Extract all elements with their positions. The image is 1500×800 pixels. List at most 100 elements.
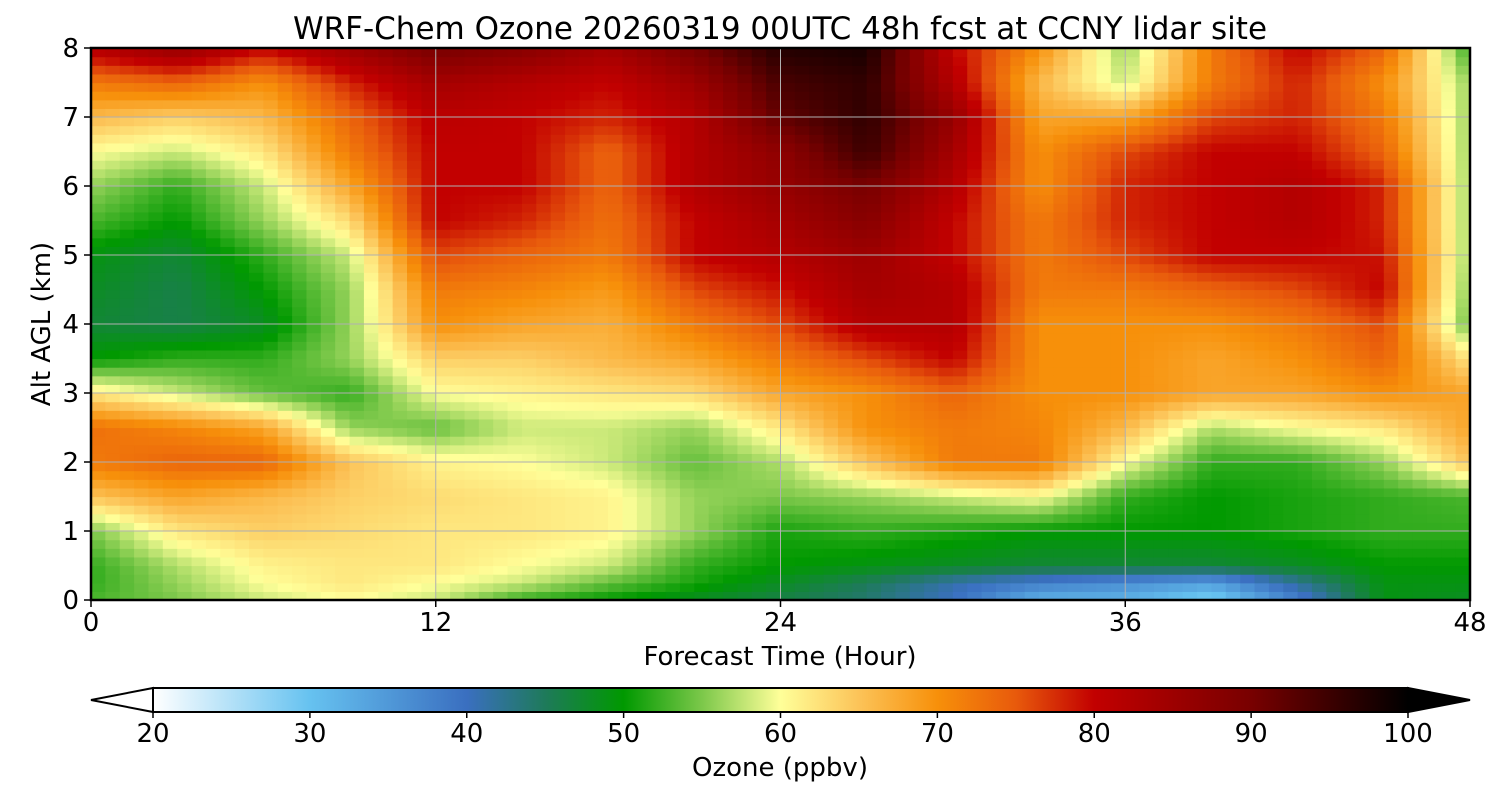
heatmap-cell — [1153, 505, 1169, 515]
heatmap-cell — [249, 177, 264, 187]
heatmap-cell — [708, 513, 724, 523]
heatmap-cell — [780, 142, 796, 153]
heatmap-cell — [1110, 211, 1126, 222]
heatmap-cell — [1182, 349, 1198, 360]
heatmap-cell — [723, 168, 738, 178]
heatmap-cell — [909, 65, 925, 75]
heatmap-cell — [967, 358, 983, 368]
heatmap-cell — [1110, 186, 1126, 196]
heatmap-cell — [493, 315, 509, 325]
heatmap-cell — [981, 539, 997, 549]
heatmap-cell — [694, 203, 710, 213]
heatmap-cell — [1010, 574, 1026, 584]
heatmap-cell — [608, 522, 624, 532]
heatmap-cell — [191, 220, 207, 230]
heatmap-cell — [909, 151, 925, 161]
heatmap-cell — [306, 418, 322, 429]
heatmap-cell — [363, 324, 379, 334]
heatmap-cell — [119, 324, 135, 334]
heatmap-cell — [292, 358, 308, 368]
heatmap-cell — [177, 255, 193, 265]
heatmap-cell — [249, 48, 264, 58]
heatmap-cell — [723, 367, 738, 377]
heatmap-cell — [651, 255, 667, 265]
heatmap-cell — [349, 349, 365, 360]
heatmap-cell — [1182, 306, 1198, 316]
heatmap-cell — [1010, 513, 1026, 523]
heatmap-cell — [263, 582, 279, 592]
heatmap-cell — [665, 168, 681, 178]
heatmap-cell — [478, 220, 494, 230]
heatmap-cell — [694, 108, 710, 118]
heatmap-cell — [277, 298, 293, 308]
heatmap-cell — [737, 280, 753, 291]
heatmap-cell — [837, 324, 853, 334]
heatmap-cell — [1082, 186, 1098, 196]
heatmap-cell — [608, 91, 624, 101]
heatmap-cell — [565, 574, 580, 584]
heatmap-cell — [665, 505, 681, 515]
heatmap-cell — [1139, 479, 1155, 489]
heatmap-cell — [349, 358, 365, 368]
heatmap-cell — [995, 255, 1011, 265]
heatmap-cell — [766, 298, 782, 308]
heatmap-cell — [708, 393, 724, 403]
heatmap-cell — [981, 332, 997, 342]
heatmap-cell — [1182, 168, 1198, 178]
heatmap-cell — [866, 237, 882, 247]
heatmap-cell — [392, 65, 408, 75]
heatmap-cell — [320, 470, 336, 480]
heatmap-cell — [464, 574, 480, 584]
heatmap-cell — [895, 263, 911, 273]
heatmap-cell — [392, 393, 408, 403]
heatmap-cell — [292, 375, 308, 385]
heatmap-cell — [1096, 522, 1112, 532]
heatmap-cell — [723, 186, 738, 196]
heatmap-cell — [378, 436, 394, 446]
heatmap-cell — [794, 539, 810, 549]
heatmap-cell — [780, 513, 796, 523]
heatmap-cell — [507, 237, 523, 247]
heatmap-cell — [1096, 410, 1112, 420]
heatmap-cell — [263, 591, 279, 600]
heatmap-cell — [148, 539, 164, 549]
heatmap-cell — [292, 186, 308, 196]
heatmap-cell — [234, 556, 250, 567]
heatmap-cell — [1125, 591, 1141, 600]
heatmap-cell — [292, 65, 308, 75]
heatmap-cell — [349, 393, 365, 403]
heatmap-cell — [1125, 582, 1141, 592]
heatmap-cell — [450, 565, 466, 575]
heatmap-cell — [249, 349, 264, 360]
heatmap-cell — [507, 418, 523, 429]
heatmap-cell — [909, 582, 925, 592]
heatmap-cell — [579, 349, 595, 360]
heatmap-cell — [320, 134, 336, 144]
heatmap-cell — [1010, 289, 1026, 299]
heatmap-cell — [292, 522, 308, 532]
heatmap-cell — [1067, 436, 1083, 446]
heatmap-cell — [349, 73, 365, 84]
heatmap-cell — [1139, 220, 1155, 230]
heatmap-cell — [507, 134, 523, 144]
heatmap-cell — [521, 349, 537, 360]
heatmap-cell — [837, 470, 853, 480]
heatmap-cell — [162, 574, 178, 584]
heatmap-cell — [162, 324, 178, 334]
heatmap-cell — [909, 367, 925, 377]
heatmap-cell — [234, 168, 250, 178]
heatmap-cell — [651, 574, 667, 584]
heatmap-cell — [593, 194, 609, 204]
heatmap-cell — [292, 324, 308, 334]
heatmap-cell — [507, 487, 523, 498]
heatmap-cell — [234, 280, 250, 291]
heatmap-cell — [679, 582, 695, 592]
heatmap-cell — [938, 487, 954, 498]
heatmap-cell — [1125, 401, 1141, 411]
heatmap-cell — [622, 246, 638, 256]
heatmap-cell — [478, 427, 494, 437]
heatmap-cell — [306, 211, 322, 222]
heatmap-cell — [708, 229, 724, 239]
heatmap-cell — [148, 142, 164, 153]
heatmap-cell — [938, 134, 954, 144]
